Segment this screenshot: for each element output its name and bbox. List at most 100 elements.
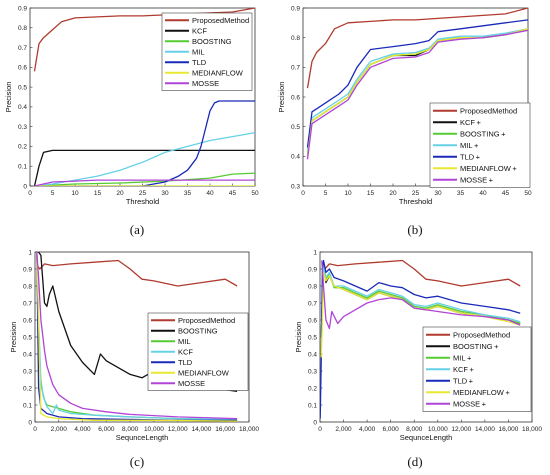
x-tick-label: 6,000: [98, 426, 115, 433]
series-line-medianflow-: [320, 271, 521, 358]
x-tick-label: 10,000: [144, 426, 164, 433]
legend-label: KCF +: [453, 365, 475, 374]
legend-label: ProposedMethod: [460, 106, 517, 115]
y-tick-label: 0.2: [18, 144, 27, 151]
series-line-medianflow-: [306, 28, 528, 157]
x-tick-label: 50: [251, 190, 259, 197]
y-tick-label: 0: [23, 183, 27, 190]
x-tick-label: 50: [524, 190, 532, 197]
legend-label: ProposedMethod: [453, 330, 510, 339]
legend-label: MEDIANFLOW +: [460, 164, 517, 173]
y-tick-label: 0.2: [23, 385, 32, 392]
x-tick-label: 0: [318, 426, 322, 433]
y-tick-label: 0.1: [308, 402, 317, 409]
legend-label: MEDIANFLOW: [192, 68, 244, 77]
panel-caption: (b): [407, 222, 422, 237]
legend-label: MOSSE: [192, 79, 219, 88]
x-tick-label: 15: [94, 190, 102, 197]
x-tick-label: 18,000: [239, 426, 259, 433]
y-tick-label: 0.9: [308, 266, 317, 273]
y-tick-label: 0.8: [308, 283, 317, 290]
series-line-proposedmethod: [36, 259, 238, 287]
legend-label: BOOSTING: [192, 37, 232, 46]
x-tick-label: 10: [71, 190, 79, 197]
series-line-mosse-: [306, 29, 528, 160]
series-group: [306, 8, 528, 160]
y-tick-label: 0.2: [308, 385, 317, 392]
y-tick-label: 0.4: [18, 104, 27, 111]
series-line-kcf: [36, 252, 238, 421]
y-axis-label: Precision: [4, 82, 13, 113]
x-tick-label: 8,000: [406, 426, 423, 433]
series-line-mosse-: [321, 260, 521, 330]
y-tick-label: 0.9: [23, 266, 32, 273]
panel-caption: (a): [130, 222, 144, 237]
legend-label: TLD +: [460, 152, 481, 161]
x-tick-label: 5: [324, 190, 328, 197]
x-tick-label: 30: [434, 190, 442, 197]
legend-label: BOOSTING +: [460, 129, 506, 138]
y-tick-label: 0.8: [18, 25, 27, 32]
series-line-boosting-: [320, 264, 521, 338]
x-tick-label: 8,000: [122, 426, 139, 433]
series-group: [320, 259, 521, 419]
y-tick-label: 0.5: [308, 334, 317, 341]
x-tick-label: 16,000: [498, 426, 518, 433]
y-tick-label: 0.4: [308, 351, 317, 358]
series-line-mil: [34, 131, 255, 186]
x-tick-label: 35: [457, 190, 465, 197]
x-axis-label: SequnceLength: [116, 433, 169, 442]
y-tick-label: 0.1: [18, 164, 27, 171]
chart-panel-c: 0 2,000 4,000 6,000 8,000 10,000 12,000 14,000 1…: [9, 249, 259, 469]
series-line-mosse: [34, 179, 255, 186]
x-tick-label: 12,000: [168, 426, 188, 433]
legend-label: BOOSTING +: [453, 342, 499, 351]
legend-label: ProposedMethod: [192, 16, 249, 25]
y-axis-label: Precision: [277, 82, 286, 113]
y-tick-label: 0.5: [18, 84, 27, 91]
x-tick-label: 14,000: [191, 426, 211, 433]
y-tick-label: 0.8: [291, 35, 300, 42]
series-line-proposedmethod: [321, 259, 521, 287]
legend-label: TLD: [192, 58, 207, 67]
series-line-tld-: [320, 259, 521, 419]
y-tick-label: 0: [313, 419, 317, 426]
series-line-boosting: [34, 172, 255, 186]
y-axis-label: Precision: [9, 322, 18, 353]
x-tick-label: 18,000: [522, 426, 542, 433]
x-tick-label: 35: [184, 190, 192, 197]
x-axis-label: SequnceLength: [400, 433, 453, 442]
y-tick-label: 0: [28, 419, 32, 426]
y-tick-label: 0.7: [291, 65, 300, 72]
x-tick-label: 45: [502, 190, 510, 197]
y-tick-label: 0.4: [291, 154, 300, 161]
y-tick-label: 0.6: [291, 94, 300, 101]
y-tick-label: 0.7: [18, 45, 27, 52]
x-tick-label: 0: [33, 426, 37, 433]
legend-label: MIL +: [460, 141, 479, 150]
chart-panel-d: 0 2,000 4,000 6,000 8,000 10,000 12,000 14,000 1…: [294, 249, 542, 469]
x-tick-label: 5: [51, 190, 55, 197]
x-tick-label: 16,000: [215, 426, 235, 433]
x-tick-label: 12,000: [451, 426, 471, 433]
y-tick-label: 0.6: [23, 317, 32, 324]
x-tick-label: 0: [301, 190, 305, 197]
y-tick-label: 0.3: [308, 368, 317, 375]
chart-panel-a: 0 5 10 15 20 25 30 35 40 45 50 0 0.1 0.2 0.3 0.4 0.5 0.6 0…: [4, 5, 259, 237]
y-tick-label: 0.3: [18, 124, 27, 131]
legend-label: KCF: [178, 347, 193, 356]
x-tick-label: 20: [116, 190, 124, 197]
y-tick-label: 0.6: [18, 65, 27, 72]
series-line-kcf: [33, 149, 255, 186]
y-tick-label: 0.7: [308, 300, 317, 307]
y-tick-label: 0.7: [23, 300, 32, 307]
legend-label: MOSSE +: [453, 399, 487, 408]
x-tick-label: 4,000: [74, 426, 91, 433]
x-axis-label: Threshold: [399, 197, 432, 206]
y-tick-label: 0.9: [18, 5, 27, 12]
legend: ProposedMethod KCF + BOOSTING + MIL + TLD + M…: [429, 102, 531, 188]
y-tick-label: 0.5: [291, 124, 300, 131]
